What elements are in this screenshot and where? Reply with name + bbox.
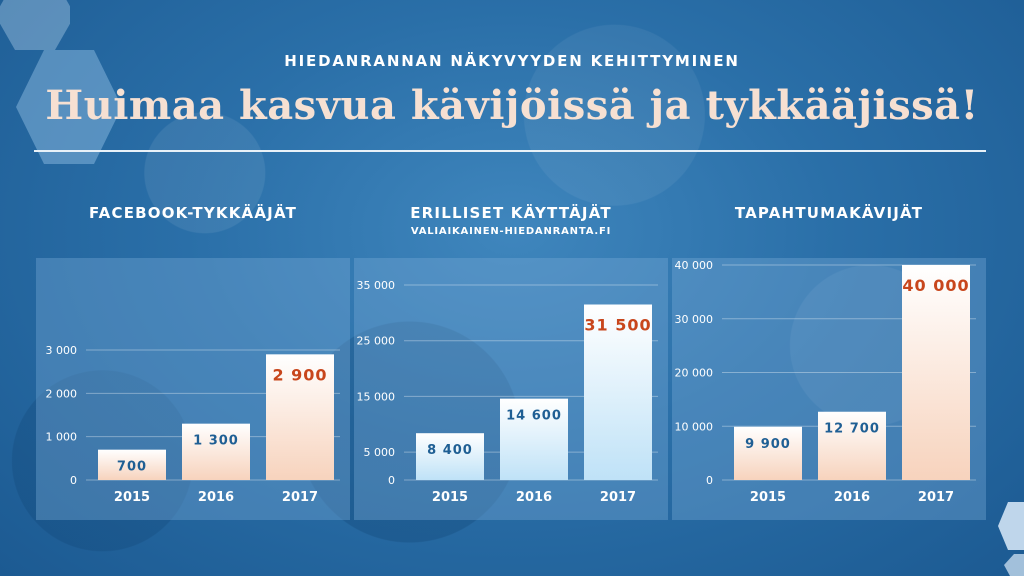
bar-2016 bbox=[818, 411, 886, 480]
x-tick-label: 2015 bbox=[432, 490, 468, 505]
y-tick-label: 15 000 bbox=[357, 390, 396, 403]
x-tick-label: 2015 bbox=[114, 490, 150, 505]
data-label: 31 500 bbox=[584, 316, 651, 335]
data-label: 40 000 bbox=[902, 276, 969, 295]
bar-2017 bbox=[266, 354, 334, 480]
bar-2016 bbox=[182, 423, 250, 480]
chart-panel-facebook: 0 1 000 2 000 3 000 700 2015 1 300 2016 2 900 201… bbox=[36, 258, 350, 520]
chart-panel-unique-users: 0 5 000 15 000 25 000 35 000 8 400 2015 14 600 2… bbox=[354, 258, 668, 520]
page-title: Huimaa kasvua kävijöissä ja tykkääjissä! bbox=[45, 82, 979, 129]
facebook-bar-chart: 0 1 000 2 000 3 000 700 2015 1 300 2016 2 900 201… bbox=[46, 344, 340, 505]
y-tick-label: 40 000 bbox=[675, 259, 714, 272]
bar-2016 bbox=[500, 398, 568, 480]
data-label: 8 400 bbox=[427, 443, 473, 458]
y-tick-label: 30 000 bbox=[675, 313, 714, 326]
y-tick-label: 1 000 bbox=[46, 431, 78, 444]
y-tick-label: 0 bbox=[706, 474, 713, 487]
y-tick-label: 20 000 bbox=[675, 367, 714, 380]
chart-title-facebook: FACEBOOK-TYKKÄÄJÄT bbox=[88, 204, 298, 222]
data-label: 700 bbox=[117, 460, 147, 475]
data-label: 2 900 bbox=[272, 365, 327, 384]
x-tick-label: 2017 bbox=[918, 490, 954, 505]
data-label: 12 700 bbox=[824, 422, 880, 437]
x-tick-label: 2017 bbox=[600, 490, 636, 505]
page-subtitle: HIEDANRANNAN NÄKYVYYDEN KEHITTYMINEN bbox=[284, 52, 740, 70]
title-divider bbox=[34, 150, 986, 152]
x-tick-label: 2015 bbox=[750, 490, 786, 505]
bar-2015 bbox=[98, 449, 166, 480]
bar-2017 bbox=[584, 304, 652, 480]
y-tick-label: 35 000 bbox=[357, 279, 396, 292]
chart-title-event-visitors: TAPAHTUMAKÄVIJÄT bbox=[734, 204, 924, 222]
chart-title-unique-users: ERILLISET KÄYTTÄJÄT bbox=[410, 204, 612, 222]
data-label: 9 900 bbox=[745, 437, 791, 452]
y-tick-label: 3 000 bbox=[46, 344, 78, 357]
x-tick-label: 2016 bbox=[198, 490, 234, 505]
x-tick-label: 2016 bbox=[516, 490, 552, 505]
y-tick-label: 0 bbox=[70, 474, 77, 487]
x-tick-label: 2016 bbox=[834, 490, 870, 505]
unique-users-bar-chart: 0 5 000 15 000 25 000 35 000 8 400 2015 14 600 2… bbox=[357, 279, 658, 505]
y-tick-label: 25 000 bbox=[357, 335, 396, 348]
bar-2015 bbox=[416, 433, 484, 480]
y-tick-label: 10 000 bbox=[675, 420, 714, 433]
bar-2017 bbox=[902, 265, 970, 480]
chart-panel-event-visitors: 0 10 000 20 000 30 000 40 000 9 900 2015 12 700… bbox=[672, 258, 986, 520]
event-visitors-bar-chart: 0 10 000 20 000 30 000 40 000 9 900 2015 12 700… bbox=[675, 259, 976, 505]
y-tick-label: 2 000 bbox=[46, 387, 78, 400]
hexagon-decoration-top-left bbox=[0, 0, 70, 50]
chart-subtitle-unique-users: VALIAIKAINEN-HIEDANRANTA.FI bbox=[410, 226, 612, 237]
data-label: 14 600 bbox=[506, 409, 562, 424]
hexagon-decoration-left bbox=[16, 50, 122, 164]
bar-2015 bbox=[734, 426, 802, 480]
x-tick-label: 2017 bbox=[282, 490, 318, 505]
y-tick-label: 0 bbox=[388, 474, 395, 487]
data-label: 1 300 bbox=[193, 434, 239, 449]
y-tick-label: 5 000 bbox=[364, 446, 396, 459]
hexagon-decoration-bottom-right bbox=[998, 502, 1024, 576]
